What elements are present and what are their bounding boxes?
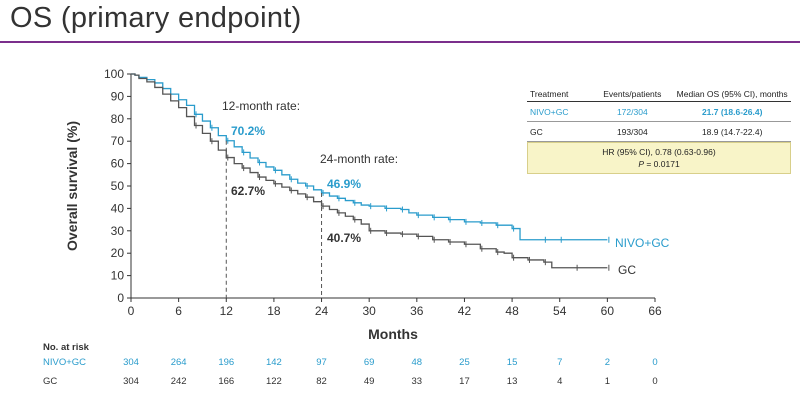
rate24-nivo-value: 46.9% — [327, 177, 361, 191]
row-treatment: NIVO+GC — [530, 107, 569, 117]
rate12-label: 12-month rate: — [222, 99, 300, 113]
table-row-nivo: NIVO+GC 172/304 21.7 (18.6-26.4) — [527, 102, 791, 122]
y-tick-label: 0 — [117, 291, 124, 305]
risk-count: 49 — [363, 376, 375, 387]
p-label: P — [638, 159, 644, 169]
x-tick-label: 54 — [553, 304, 567, 318]
risk-count: 264 — [170, 357, 187, 368]
x-tick-label: 12 — [220, 304, 234, 318]
y-tick-label: 20 — [111, 246, 125, 260]
x-tick-label: 18 — [267, 304, 281, 318]
risk-count: 17 — [459, 376, 470, 387]
x-tick-label: 0 — [128, 304, 135, 318]
x-tick-label: 60 — [601, 304, 615, 318]
risk-count: 304 — [123, 357, 139, 368]
x-tick-label: 6 — [175, 304, 182, 318]
risk-count: 69 — [363, 357, 375, 368]
risk-count: 1 — [604, 376, 611, 387]
x-tick-label: 36 — [410, 304, 424, 318]
p-value-text: P = 0.0171 — [528, 158, 790, 170]
risk-count: 33 — [411, 376, 423, 387]
risk-count: 166 — [218, 376, 235, 387]
rate12-nivo-value: 70.2% — [231, 124, 265, 138]
risk-row-label: GC — [43, 376, 58, 387]
nivo-gc-curve — [131, 73, 608, 241]
risk-count: 82 — [316, 376, 327, 387]
risk-count: 142 — [265, 357, 282, 368]
risk-count: 25 — [459, 357, 470, 368]
y-tick-label: 50 — [111, 179, 125, 193]
y-tick-label: 100 — [104, 67, 124, 81]
row-events: 193/304 — [616, 127, 648, 137]
y-tick-label: 80 — [111, 112, 125, 126]
risk-count: 13 — [506, 376, 518, 387]
y-tick-label: 10 — [111, 269, 125, 283]
risk-count: 2 — [604, 357, 611, 368]
y-tick-label: 60 — [111, 157, 125, 171]
y-tick-label: 70 — [111, 134, 125, 148]
slide-title: OS (primary endpoint) — [10, 2, 302, 34]
x-tick-label: 24 — [315, 304, 329, 318]
nivo-end-label: NIVO+GC — [615, 236, 670, 250]
risk-row-label: NIVO+GC — [43, 357, 87, 368]
risk-count: 304 — [123, 376, 139, 387]
header-events: Events/patients — [603, 89, 662, 99]
survival-curves — [131, 73, 610, 271]
x-tick-label: 30 — [363, 304, 377, 318]
risk-count: 122 — [265, 376, 282, 387]
rate12-gc-value: 62.7% — [231, 184, 265, 198]
p-value: = 0.0171 — [643, 159, 680, 169]
x-tick-label: 42 — [458, 304, 472, 318]
gc-end-label: GC — [618, 263, 636, 277]
risk-count: 242 — [170, 376, 187, 387]
hazard-ratio-box: HR (95% CI), 0.78 (0.63-0.96) P = 0.0171 — [527, 142, 791, 174]
table-header: Treatment Events/patients Median OS (95%… — [527, 89, 791, 102]
risk-count: 4 — [557, 376, 563, 387]
risk-count: 15 — [506, 357, 518, 368]
row-treatment: GC — [530, 127, 543, 137]
header-median: Median OS (95% CI), months — [676, 89, 788, 99]
axes: 0 6 12 18 24 30 36 42 48 54 60 66 0 10 20 30 40 50 60 70 80 9… — [104, 67, 662, 318]
x-axis-title: Months — [368, 326, 418, 342]
x-tick-label: 48 — [505, 304, 519, 318]
risk-count: 0 — [652, 376, 658, 387]
table-row-gc: GC 193/304 18.9 (14.7-22.4) — [527, 122, 791, 142]
y-tick-label: 90 — [111, 89, 125, 103]
title-rule — [0, 41, 800, 43]
y-tick-label: 30 — [111, 224, 125, 238]
x-tick-label: 66 — [648, 304, 662, 318]
risk-count: 48 — [411, 357, 423, 368]
hazard-ratio-text: HR (95% CI), 0.78 (0.63-0.96) — [602, 147, 716, 157]
header-treatment: Treatment — [530, 89, 569, 99]
risk-count: 0 — [652, 357, 658, 368]
risk-count: 7 — [557, 357, 563, 368]
row-median: 21.7 (18.6-26.4) — [701, 107, 763, 117]
risk-table-header: No. at risk — [43, 342, 89, 353]
risk-count: 97 — [316, 357, 327, 368]
median-os-table: Treatment Events/patients Median OS (95%… — [527, 89, 791, 174]
row-median: 18.9 (14.7-22.4) — [701, 127, 763, 137]
y-axis-title: Overall survival (%) — [64, 121, 80, 251]
gc-curve — [131, 73, 608, 269]
risk-count: 196 — [218, 357, 235, 368]
row-events: 172/304 — [616, 107, 648, 117]
y-tick-label: 40 — [111, 201, 125, 215]
rate-guides — [225, 140, 323, 298]
rate24-gc-value: 40.7% — [327, 231, 361, 245]
rate24-label: 24-month rate: — [320, 152, 398, 166]
